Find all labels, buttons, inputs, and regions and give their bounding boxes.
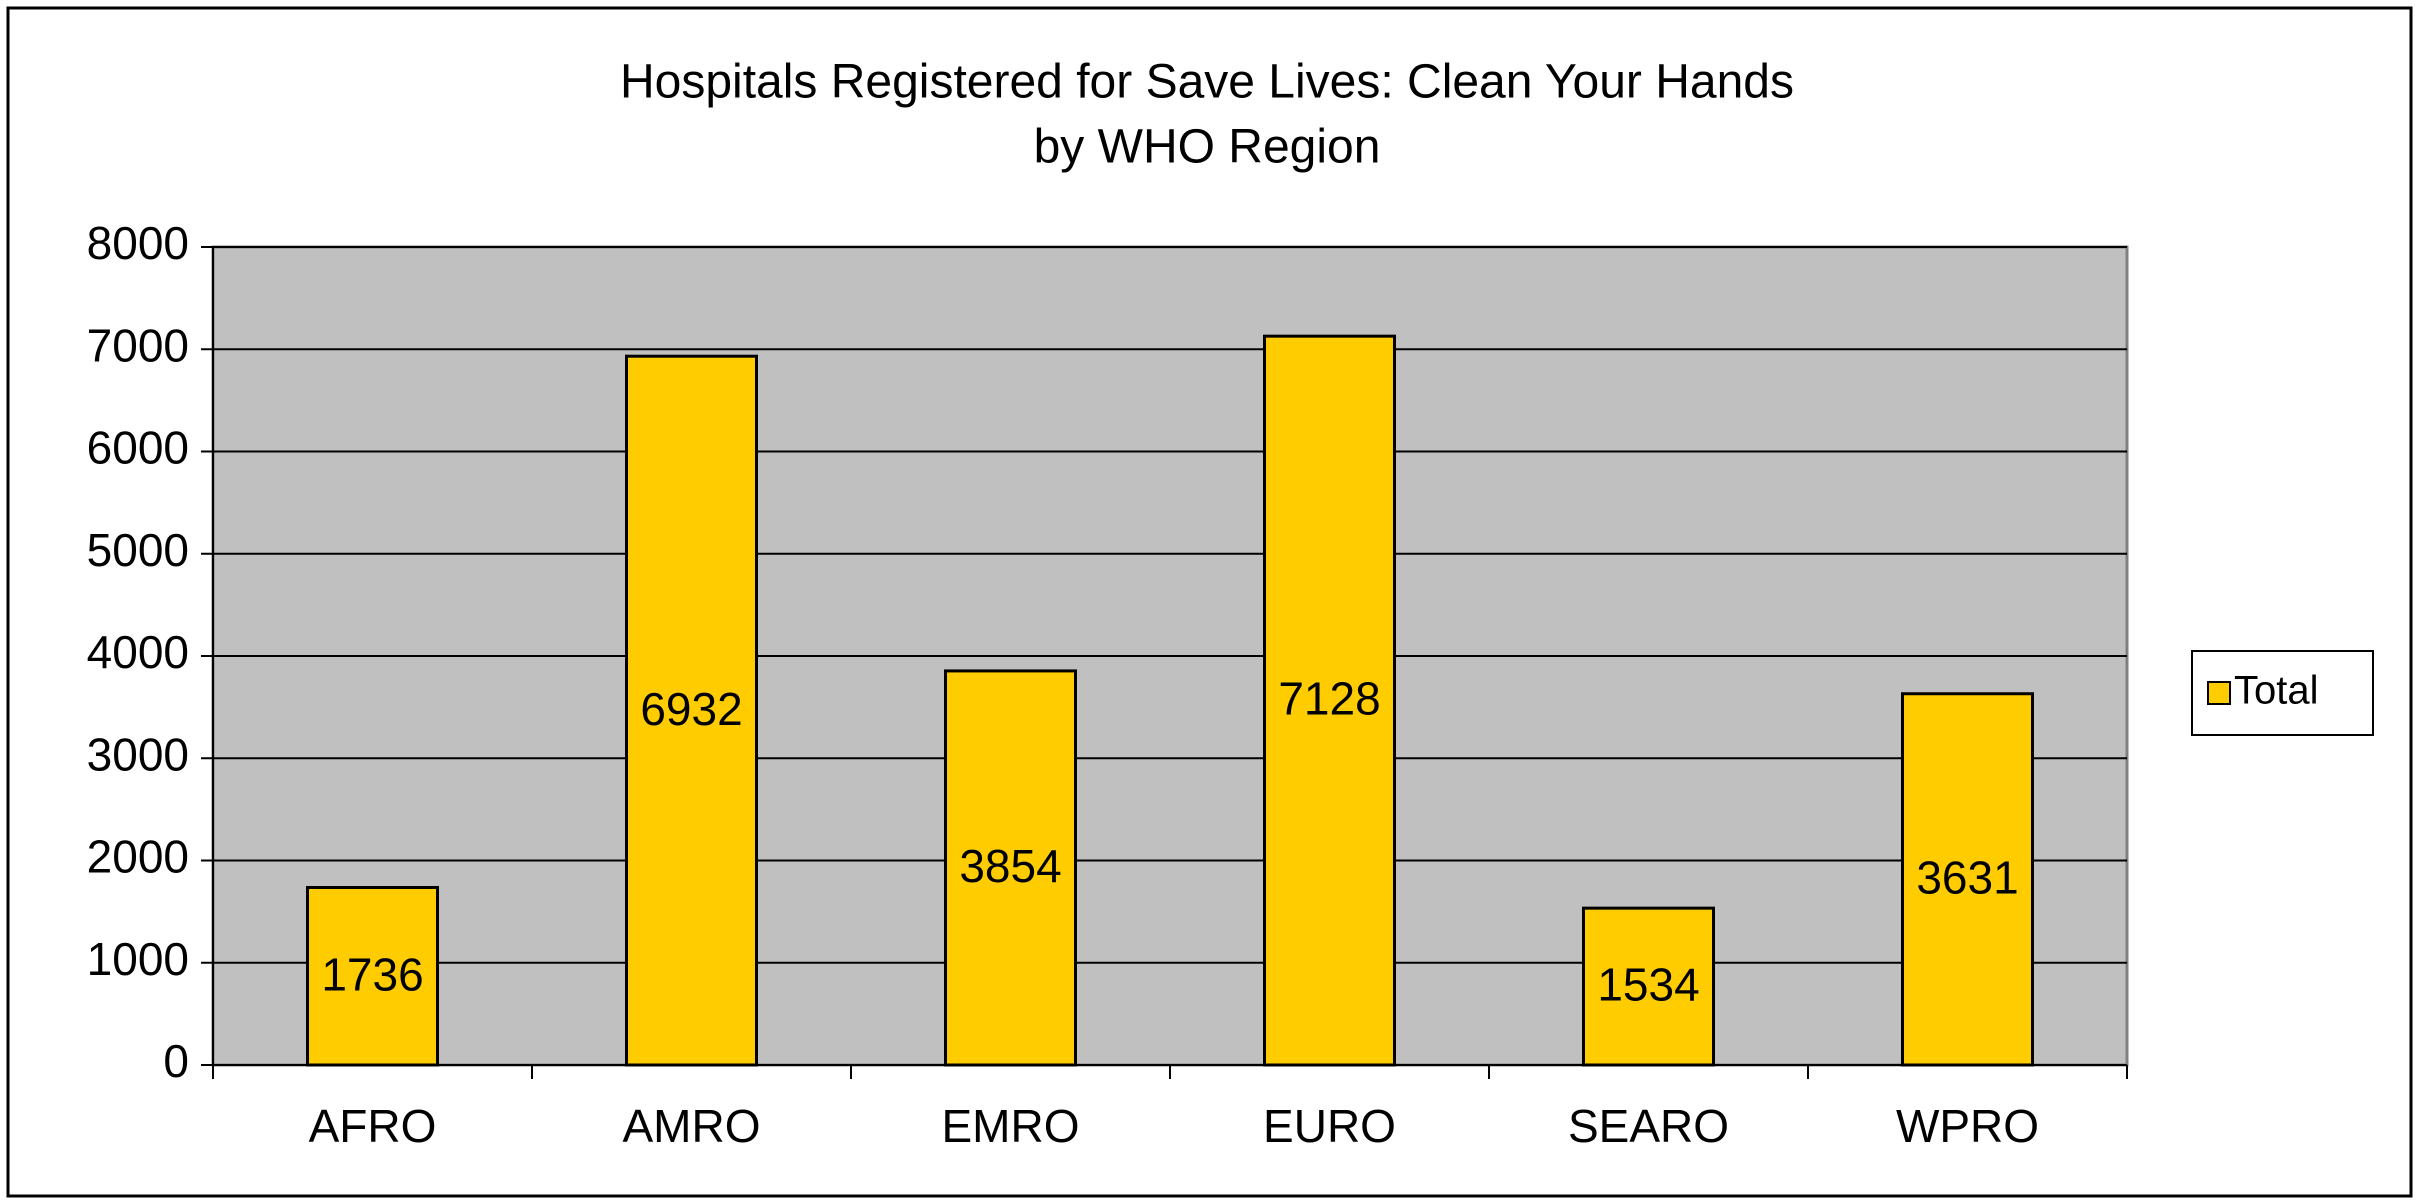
legend-box: [2191, 650, 2374, 736]
y-tick-label: 5000: [87, 524, 189, 576]
x-tick-label: EURO: [1263, 1100, 1396, 1152]
y-tick-label: 6000: [87, 422, 189, 474]
chart-title: Hospitals Registered for Save Lives: Cle…: [620, 56, 1794, 109]
y-tick-label: 7000: [87, 319, 189, 371]
x-tick-label: AMRO: [623, 1100, 761, 1152]
data-label: 3631: [1916, 852, 2018, 904]
y-tick-label: 0: [163, 1035, 189, 1087]
legend-swatch: [2207, 681, 2231, 705]
data-label: 7128: [1278, 673, 1380, 725]
bar: [1263, 334, 1396, 1067]
bar: [944, 669, 1077, 1067]
data-label: 1736: [321, 948, 423, 1000]
x-tick-label: EMRO: [942, 1100, 1080, 1152]
legend-label: Total: [2234, 669, 2319, 713]
data-label: 3854: [959, 840, 1061, 892]
x-tick-label: SEARO: [1568, 1100, 1729, 1152]
bar: [306, 885, 439, 1067]
y-tick-label: 2000: [87, 831, 189, 883]
x-tick-label: AFRO: [309, 1100, 437, 1152]
y-tick-label: 8000: [87, 217, 189, 269]
bar: [625, 354, 758, 1067]
x-tick-label: WPRO: [1896, 1100, 2039, 1152]
bar: [1901, 692, 2034, 1067]
y-tick-label: 3000: [87, 728, 189, 780]
y-tick-label: 1000: [87, 933, 189, 985]
chart-title: by WHO Region: [1034, 121, 1381, 174]
data-label: 6932: [640, 683, 742, 735]
bar: [1582, 906, 1715, 1067]
y-tick-label: 4000: [87, 626, 189, 678]
data-label: 1534: [1597, 959, 1699, 1011]
